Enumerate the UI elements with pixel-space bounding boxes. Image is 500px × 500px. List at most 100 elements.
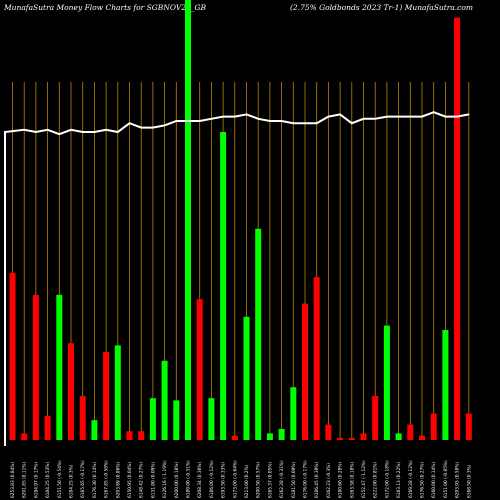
x-tick-label: 6165.37 (0.05%)	[267, 462, 273, 498]
x-tick-label: 6151.50 (-0.54%)	[57, 460, 63, 498]
x-tick-label: 6200.00 (0.18%)	[174, 462, 180, 498]
bar	[255, 228, 262, 440]
header-right-title: (2.75% Goldbonds 2023 Tr-1) MunafaSutra.…	[290, 3, 474, 12]
x-tick-label: 6184.25 (0.3%)	[69, 464, 75, 498]
line-point	[386, 116, 388, 118]
bar	[91, 420, 98, 440]
bar	[278, 429, 285, 440]
line-point	[187, 120, 189, 122]
line-point	[105, 129, 107, 131]
line-point	[269, 120, 271, 122]
x-tick-label: 6201.85 (0.11%)	[22, 462, 28, 498]
line-point	[257, 118, 259, 120]
x-tick-label: 6200.50 (0.57%)	[256, 462, 262, 498]
line-point	[421, 116, 423, 118]
bar	[383, 325, 390, 440]
x-tick-label: 6208.34 (0.36%)	[197, 462, 203, 498]
series-line	[4, 111, 469, 446]
bar	[325, 424, 332, 440]
line-point	[4, 131, 6, 133]
x-tick-label: 6172.00 (-0.18%)	[384, 460, 390, 498]
x-tick-label: 6186.45 (0.39%)	[314, 462, 320, 498]
line-point	[175, 120, 177, 122]
line-point	[327, 116, 329, 118]
bar	[68, 343, 74, 440]
line-point	[23, 129, 25, 131]
bar	[185, 0, 191, 440]
bar	[138, 431, 145, 440]
x-tick-label: 6183.13 (0.22%)	[396, 462, 402, 498]
bar	[196, 299, 203, 440]
bar	[348, 437, 355, 440]
line-point	[374, 118, 376, 120]
bar	[266, 433, 273, 440]
x-tick-label: 6167.85 (-0.58%)	[104, 460, 110, 498]
line-point	[444, 116, 446, 118]
x-tick-label: 6253.83 (0.84%)	[10, 462, 16, 498]
x-tick-label: 6173.00 (-0.64%)	[232, 460, 238, 498]
bar	[114, 345, 121, 440]
bar	[360, 433, 367, 440]
line-point	[468, 113, 470, 115]
line-point	[70, 129, 72, 131]
x-tick-label: 6163.58 (0.18%)	[349, 462, 355, 498]
line-point	[35, 131, 37, 133]
line-point	[409, 116, 411, 118]
bar	[395, 433, 402, 440]
bar	[243, 316, 250, 440]
line-point	[351, 122, 353, 124]
bar	[419, 435, 425, 440]
bar	[231, 435, 238, 440]
line-point	[47, 129, 49, 131]
bar	[220, 132, 227, 440]
bar	[9, 272, 16, 440]
x-tick-label: 6176.30 (0.14%)	[92, 462, 98, 498]
x-tick-label: 6168.50 (0.3%)	[466, 464, 472, 498]
bar	[32, 294, 39, 440]
bar	[208, 398, 215, 440]
line-point	[456, 116, 458, 118]
x-tick-label: 6131.80 (0.09%)	[150, 462, 156, 498]
bar	[313, 277, 320, 440]
line-point	[234, 116, 236, 118]
bar	[372, 396, 379, 440]
bar	[407, 424, 414, 440]
line-point	[93, 131, 95, 133]
bar	[173, 400, 180, 440]
bar	[149, 398, 156, 440]
x-tick-label: 6180.60 (0.28%)	[338, 462, 344, 498]
bar	[290, 387, 297, 440]
line-point	[433, 111, 435, 113]
x-tick-label: 6162.23 (-0.3%)	[326, 463, 332, 498]
line-point	[362, 118, 365, 120]
bar	[21, 433, 28, 440]
bar	[430, 413, 437, 440]
x-tick-label: 6184.25 (0.53%)	[45, 462, 51, 498]
line-point	[316, 122, 318, 124]
x-tick-label: 6186.00 (-0.12%)	[209, 460, 215, 498]
x-tick-label: 6148.42 (0.27%)	[139, 462, 145, 498]
bar	[454, 17, 461, 440]
line-point	[128, 122, 131, 124]
line-point	[292, 122, 294, 124]
x-tick-label: 6189.00 (-0.31%)	[186, 460, 192, 498]
line-point	[304, 122, 306, 124]
bar	[103, 352, 110, 440]
line-point	[339, 113, 341, 115]
x-tick-label: 6213.00 (0.2%)	[244, 464, 250, 498]
x-tick-label: 6160.00 (0.14%)	[431, 462, 437, 498]
x-tick-label: 6181.50 (0.09%)	[291, 462, 297, 498]
line-point	[82, 131, 84, 133]
line-point	[164, 124, 166, 126]
x-tick-label: 6176.50 (0.27%)	[420, 462, 426, 498]
line-point	[140, 127, 142, 129]
bar	[79, 396, 86, 440]
line-point	[281, 120, 283, 122]
x-tick-label: 6165.65 (-0.17%)	[80, 460, 86, 498]
x-tick-label: 6222.00 (0.81%)	[373, 462, 379, 498]
line-point	[245, 113, 248, 115]
x-tick-label: 6193.50 (0.33%)	[221, 462, 227, 498]
bar	[442, 330, 449, 440]
bar	[337, 437, 344, 440]
x-tick-label: 6150.95 (0.04%)	[127, 462, 133, 498]
